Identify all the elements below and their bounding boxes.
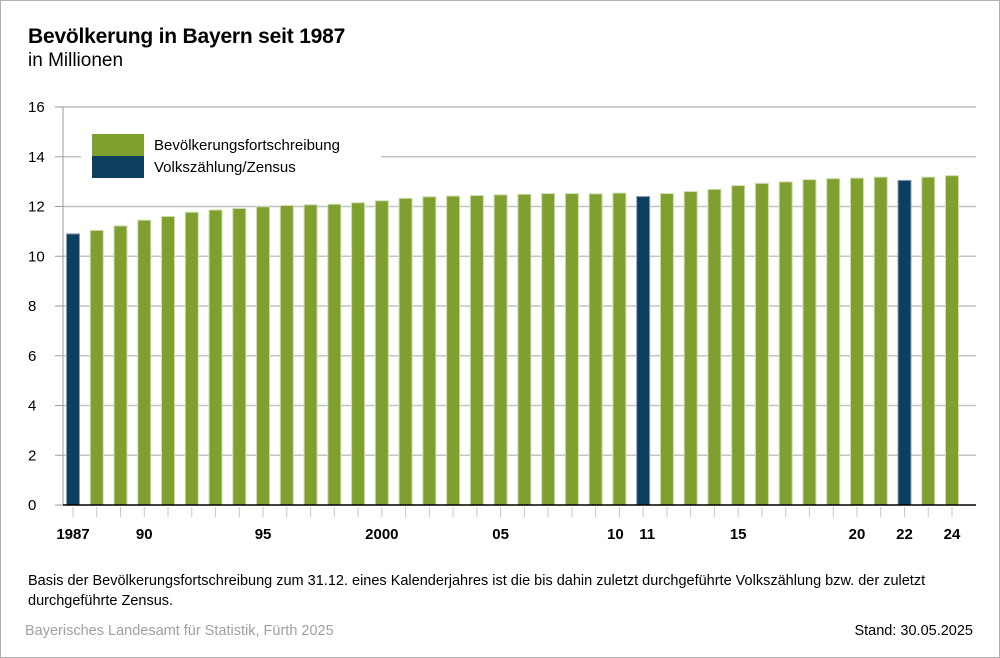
x-tick-label: 90 — [136, 526, 153, 543]
bar-1992 — [184, 211, 199, 506]
footnote: Basis der Bevölkerungsfortschreibung zum… — [28, 573, 926, 609]
x-tick-label: 10 — [607, 526, 624, 543]
bar-1987 — [66, 233, 80, 506]
legend-swatch-update — [92, 134, 144, 156]
x-tick-label: 15 — [730, 526, 747, 543]
y-tick-label: 12 — [28, 199, 45, 216]
bar-2016 — [754, 182, 769, 506]
y-tick-label: 4 — [28, 398, 36, 415]
y-tick-label: 6 — [28, 348, 36, 365]
bar-2007 — [541, 193, 556, 506]
bar-1997 — [303, 204, 318, 506]
bar-2024 — [945, 175, 959, 506]
bar-1994 — [232, 207, 247, 506]
bar-2008 — [564, 193, 579, 506]
y-tick-label: 2 — [28, 447, 36, 464]
y-tick-label: 0 — [28, 497, 36, 514]
bar-1996 — [279, 205, 294, 506]
legend-swatch-census — [92, 156, 144, 178]
bar-1991 — [161, 215, 176, 506]
x-tick-label: 95 — [255, 526, 272, 543]
bar-2012 — [659, 193, 674, 506]
x-tick-label: 22 — [896, 526, 913, 543]
bar-2023 — [921, 176, 936, 506]
bar-2003 — [446, 195, 461, 506]
bar-2010 — [612, 192, 627, 506]
x-tick-label: 24 — [944, 526, 961, 543]
bar-1998 — [327, 203, 342, 506]
bar-2019 — [826, 178, 841, 506]
y-tick-label: 10 — [28, 248, 45, 265]
chart-subtitle: in Millionen — [28, 50, 124, 71]
bar-2017 — [778, 181, 793, 506]
bar-2004 — [469, 195, 484, 506]
x-tick-label: 05 — [492, 526, 509, 543]
y-tick-label: 8 — [28, 298, 36, 315]
bar-2015 — [731, 185, 746, 506]
x-tick-label: 20 — [849, 526, 866, 543]
stand-date: Stand: 30.05.2025 — [854, 623, 973, 639]
y-axis-ticks: 0 2 4 6 8 10 12 14 16 — [28, 99, 64, 514]
chart-title: Bevölkerung in Bayern seit 1987 — [28, 25, 346, 48]
x-tick-label: 11 — [639, 526, 655, 543]
source-credit: Bayerisches Landesamt für Statistik, Für… — [25, 623, 334, 639]
bar-2022 — [897, 179, 912, 506]
bar-2020 — [849, 177, 864, 506]
bar-2011 — [636, 196, 651, 506]
bar-2006 — [517, 193, 532, 506]
bar-1993 — [208, 209, 223, 506]
y-tick-label: 16 — [28, 99, 45, 116]
bar-2001 — [398, 197, 413, 506]
bar-1999 — [351, 202, 366, 506]
legend: Bevölkerungsfortschreibung Volkszählung/Z… — [81, 127, 381, 185]
bar-2018 — [802, 179, 817, 506]
bar-1990 — [137, 219, 152, 506]
bar-2009 — [588, 193, 603, 506]
bar-1989 — [113, 225, 128, 506]
y-tick-label: 14 — [28, 149, 45, 166]
bar-2002 — [422, 196, 437, 506]
bar-2000 — [374, 200, 389, 506]
bar-2013 — [683, 191, 698, 506]
legend-label-census: Volkszählung/Zensus — [154, 159, 296, 176]
x-tick-label: 2000 — [365, 526, 398, 543]
bar-2005 — [493, 194, 508, 506]
bar-1988 — [89, 229, 104, 506]
legend-label-update: Bevölkerungsfortschreibung — [154, 137, 340, 154]
x-tick-label: 1987 — [56, 526, 89, 543]
bar-2014 — [707, 188, 722, 506]
bar-2021 — [873, 176, 888, 506]
x-axis: 1987 90 95 2000 05 10 11 15 20 22 24 — [56, 504, 976, 543]
bar-1995 — [256, 206, 271, 506]
